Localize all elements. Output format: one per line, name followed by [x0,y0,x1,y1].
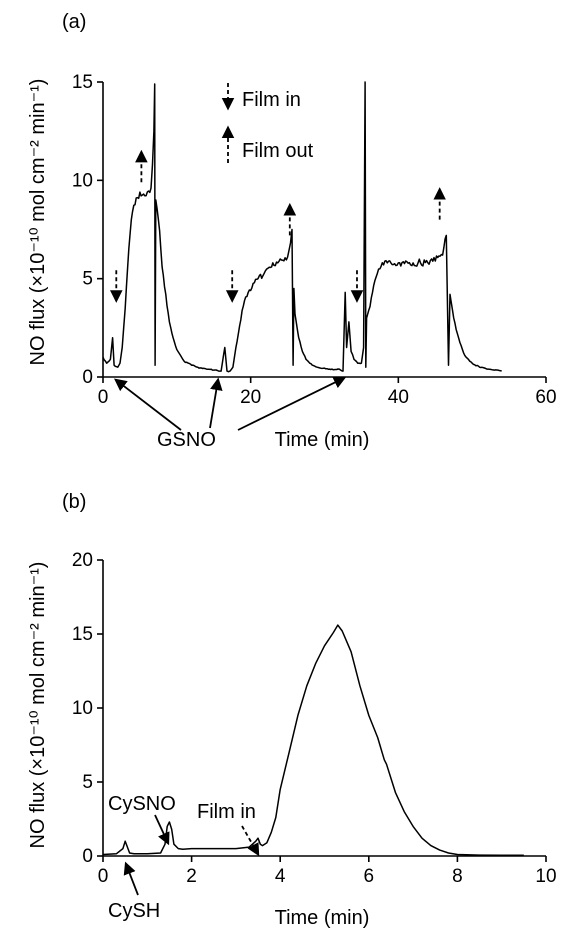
x-tick-label: 0 [98,387,109,408]
y-tick-label: 10 [72,170,93,191]
gsno-arrow-3 [237,376,347,431]
x-tick-label: 40 [388,387,409,408]
panel-b-ylabel: NO flux (×10⁻¹⁰ mol cm⁻² min⁻¹) [27,562,49,849]
x-tick-label: 2 [186,866,197,887]
y-tick-label: 15 [72,72,93,93]
y-tick-label: 0 [82,846,93,867]
x-tick-label: 6 [364,866,375,887]
panel-b: (b) NO flux (×10⁻¹⁰ mol cm⁻² min⁻¹) Time… [27,491,557,929]
x-tick-label: 10 [535,866,556,887]
panel-a-ylabel: NO flux (×10⁻¹⁰ mol cm⁻² min⁻¹) [27,79,49,366]
x-tick-label: 60 [535,387,556,408]
y-tick-label: 15 [72,624,93,645]
x-tick-label: 20 [240,387,261,408]
film-in-arrow-b [241,825,260,857]
x-tick-label: 0 [98,866,109,887]
legend-film-in-label: Film in [242,89,301,111]
y-tick-label: 20 [72,550,93,571]
panel-a: (a) NO flux (×10⁻¹⁰ mol cm⁻² min⁻¹) Time… [27,11,557,451]
y-tick-label: 5 [82,772,93,793]
panel-b-xlabel: Time (min) [275,907,370,929]
x-tick-label: 4 [275,866,286,887]
legend-a: Film in Film out [221,83,314,163]
series-line-0 [102,81,502,373]
plot-area-a: 0 20 40 60 0 5 10 15 [72,72,557,408]
gsno-arrow-1 [114,378,182,431]
cysh-label: CySH [108,900,160,922]
panel-a-label: (a) [62,11,86,33]
x-tick-label: 8 [452,866,463,887]
legend-film-out-label: Film out [242,140,314,162]
annotations-b: CySH CySNO Film in [108,793,260,922]
y-tick-label: 5 [82,269,93,290]
panel-b-label: (b) [62,491,86,513]
film-in-label-b: Film in [197,801,256,823]
y-tick-label: 10 [72,698,93,719]
cysno-label: CySNO [108,793,176,815]
gsno-annotation: GSNO [114,376,347,451]
y-tick-label: 0 [82,367,93,388]
gsno-label: GSNO [157,429,216,451]
cysh-arrow [123,861,139,896]
gsno-arrow-2 [209,377,223,429]
series-line-0 [102,624,524,857]
panel-a-xlabel: Time (min) [275,429,370,451]
plot-area-b: 0 2 4 6 8 10 0 5 10 15 20 [72,550,557,887]
cysno-arrow [154,814,170,846]
